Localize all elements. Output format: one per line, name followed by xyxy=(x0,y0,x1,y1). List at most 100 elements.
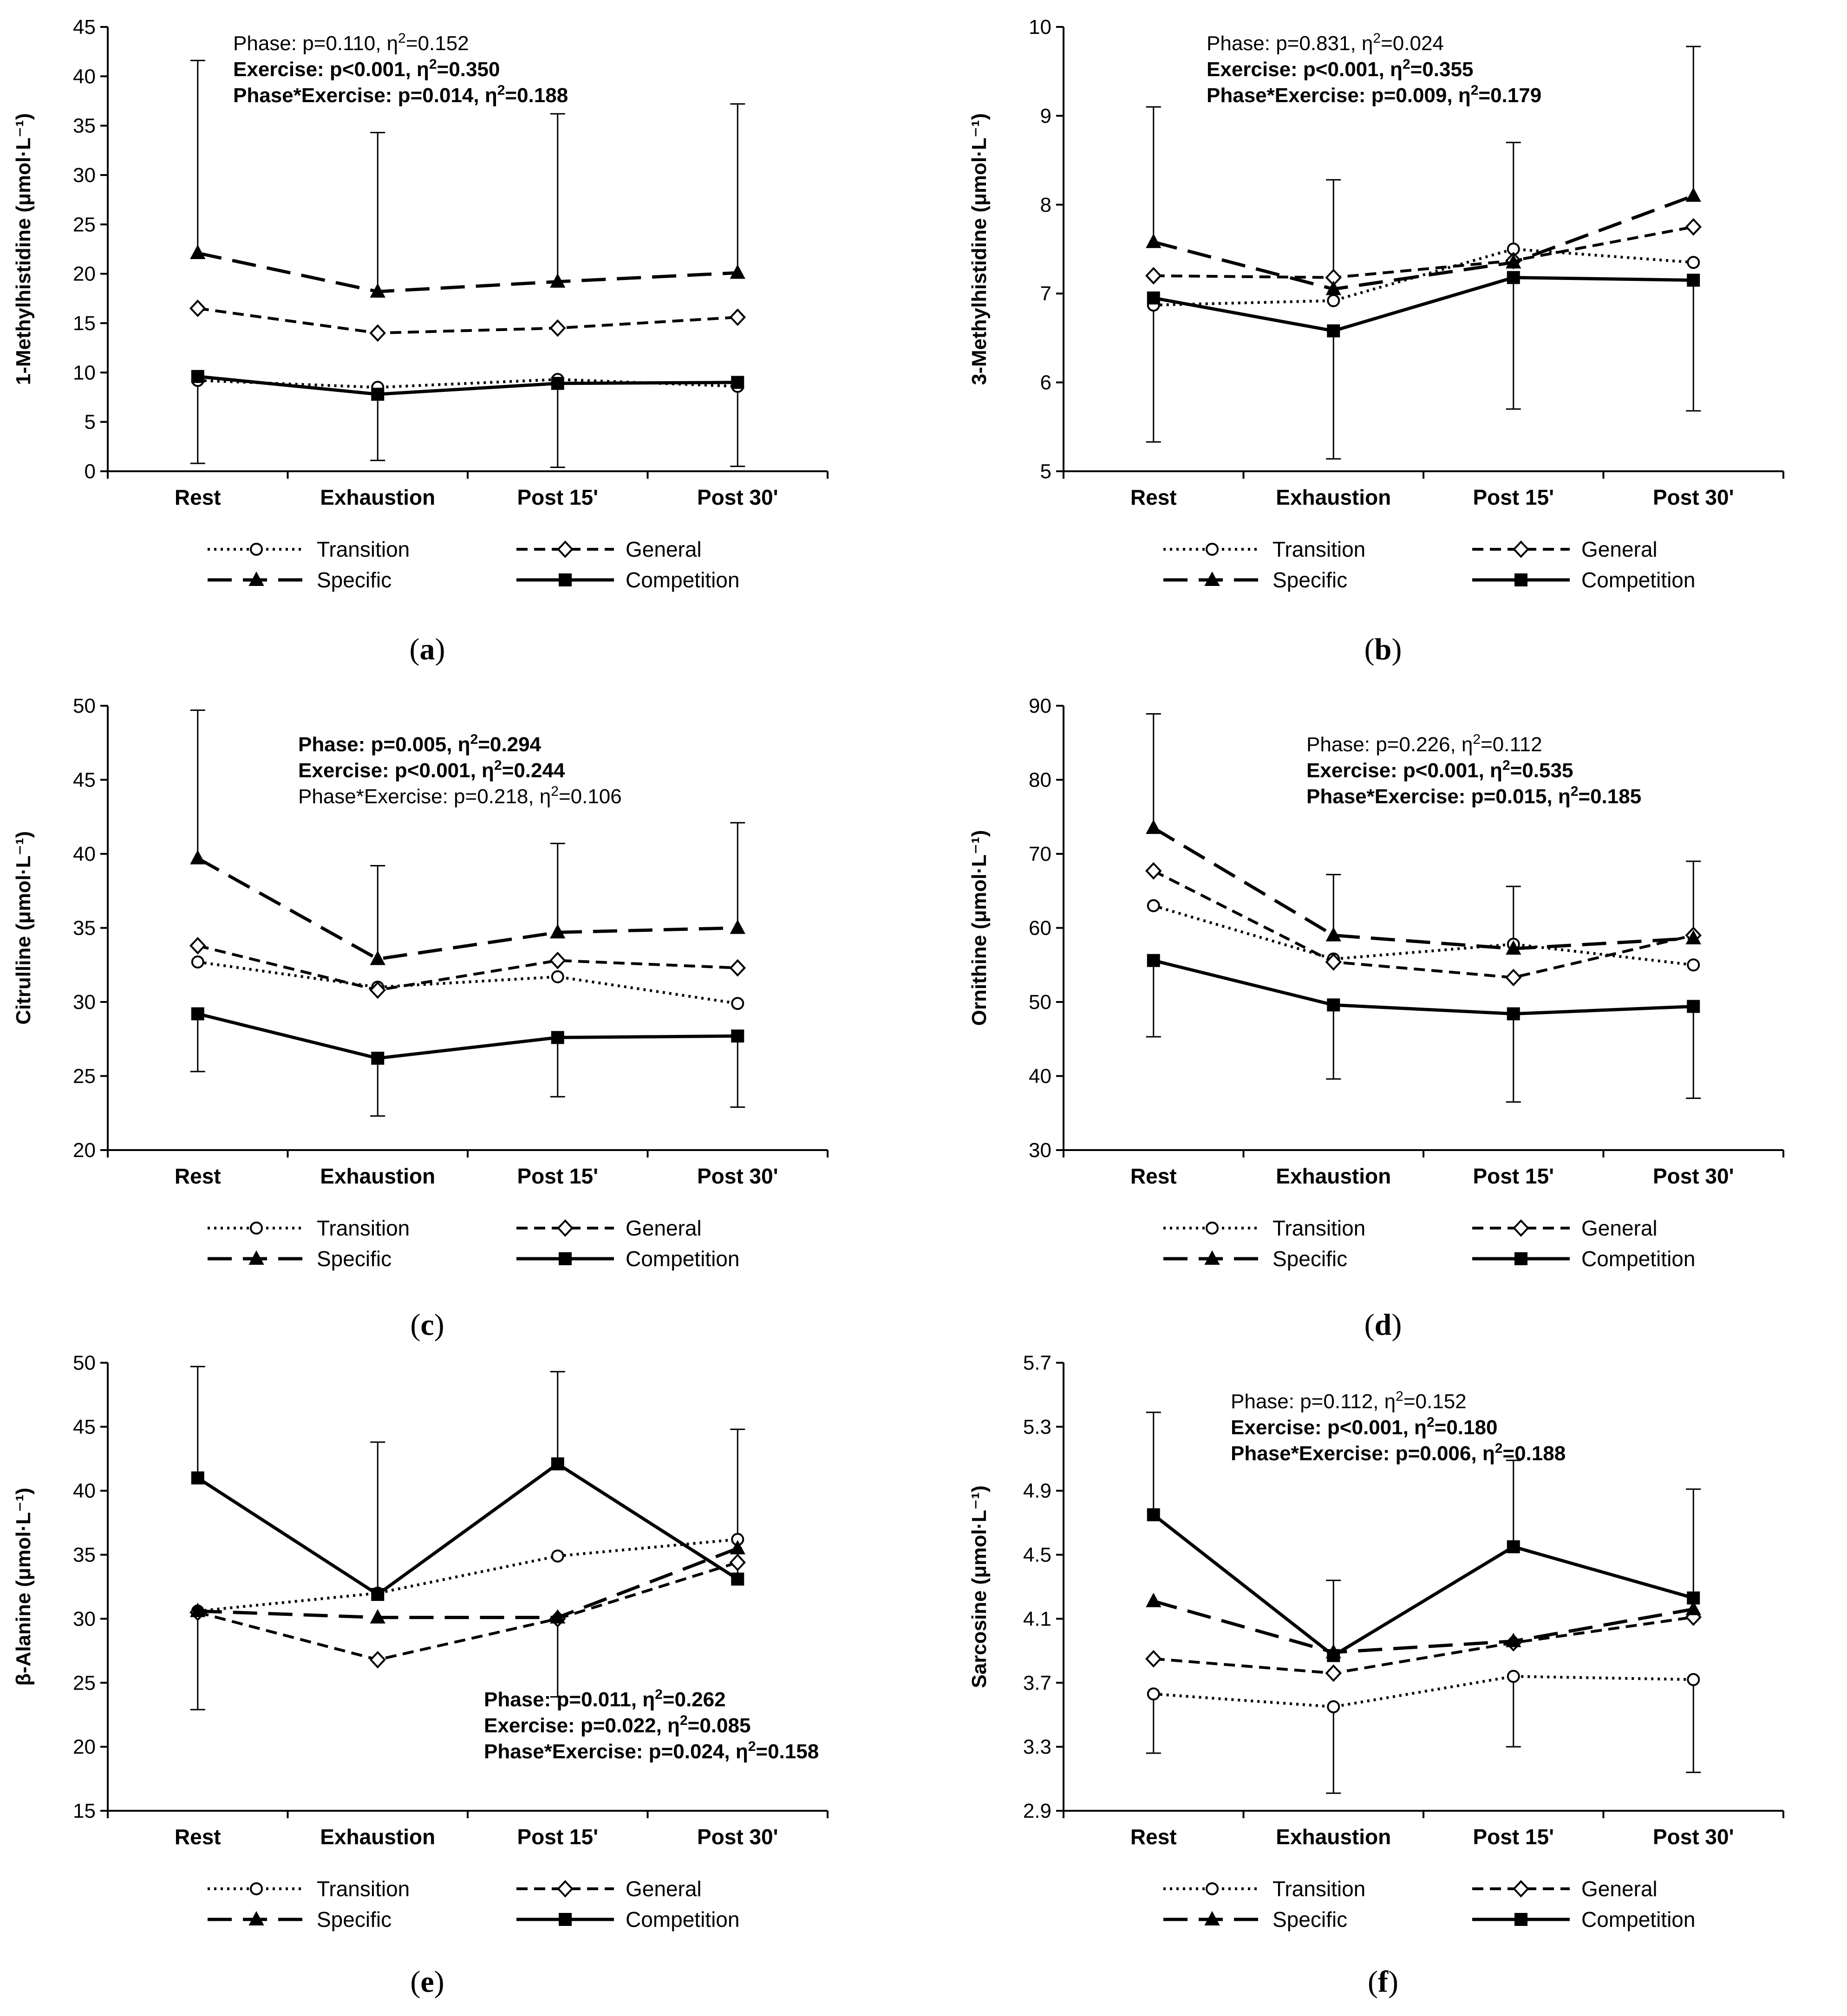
stats-superscript: 2 xyxy=(1571,784,1579,799)
y-tick-label: 0 xyxy=(85,460,96,483)
y-tick-label: 30 xyxy=(1029,1139,1051,1162)
data-point-competition xyxy=(1507,271,1520,284)
legend-marker-transition xyxy=(1206,1882,1219,1895)
stats-value: =0.188 xyxy=(505,84,568,107)
y-tick-label: 7 xyxy=(1040,282,1051,305)
stats-value: =0.024 xyxy=(1381,32,1444,55)
y-tick-label: 3.7 xyxy=(1023,1671,1051,1694)
stats-superscript: 2 xyxy=(680,1713,688,1728)
legend-label-general: General xyxy=(1581,1216,1658,1240)
x-tick-label: Post 15' xyxy=(1473,1164,1554,1188)
stats-line: Phase: p=0.011, η2=0.262 xyxy=(484,1687,726,1711)
data-point-competition xyxy=(1507,1007,1520,1021)
x-tick-label: Post 30' xyxy=(697,485,778,509)
x-tick-label: Exhaustion xyxy=(1276,485,1391,509)
data-point-specific xyxy=(370,1609,385,1624)
data-point-general xyxy=(1145,1650,1162,1668)
legend-label-competition: Competition xyxy=(626,568,739,592)
y-axis-title: 1-Methylhistidine (μmol·L⁻¹) xyxy=(12,113,35,385)
data-point-general xyxy=(1505,969,1522,987)
x-tick-label: Post 30' xyxy=(1653,1164,1734,1188)
y-tick-label: 60 xyxy=(1029,917,1051,940)
y-tick-label: 90 xyxy=(1029,695,1051,717)
data-point-specific xyxy=(730,264,745,279)
series-line-general xyxy=(1153,1616,1694,1675)
data-point-transition xyxy=(1327,1700,1340,1713)
y-tick-label: 45 xyxy=(73,16,96,39)
chart-panel-a: 0 5 10 15 20 25 30 35 40 45 Rest Exhaustion Post 15'… xyxy=(12,16,829,666)
y-tick-label: 30 xyxy=(73,1607,96,1630)
data-point-transition xyxy=(551,1549,564,1563)
panel-label-letter: b xyxy=(1375,632,1392,666)
data-point-competition xyxy=(551,1457,564,1470)
y-axis-title: β-Alanine (μmol·L⁻¹) xyxy=(12,1488,35,1686)
legend-marker-general xyxy=(1513,1880,1529,1898)
stats-value: =0.185 xyxy=(1578,785,1641,808)
legend-label-transition: Transition xyxy=(1273,1877,1365,1901)
data-point-general xyxy=(369,324,386,342)
series-line-specific xyxy=(197,251,738,293)
legend-marker-competition xyxy=(1514,1252,1527,1265)
panel-label-paren: ) xyxy=(1391,632,1402,666)
data-point-competition xyxy=(1147,291,1160,305)
panel-label: (c) xyxy=(410,1308,444,1342)
data-point-competition xyxy=(731,1029,744,1043)
y-tick-label: 80 xyxy=(1029,769,1051,792)
data-point-competition xyxy=(191,1007,204,1021)
legend-label-transition: Transition xyxy=(317,1877,410,1901)
legend-label-competition: Competition xyxy=(626,1247,739,1271)
stats-line: Phase: p=0.110, η2=0.152 xyxy=(233,31,469,55)
stats-text: Exercise: p<0.001, η xyxy=(1207,58,1403,81)
y-axis-title: Sarcosine (μmol·L⁻¹) xyxy=(968,1485,991,1688)
stats-value: =0.112 xyxy=(1481,733,1542,756)
stats-line: Exercise: p=0.022, η2=0.085 xyxy=(484,1713,751,1737)
y-tick-label: 20 xyxy=(73,1139,96,1162)
y-tick-label: 40 xyxy=(1029,1065,1051,1088)
data-point-specific xyxy=(550,273,566,288)
y-tick-label: 4.5 xyxy=(1023,1544,1051,1567)
legend-marker-specific xyxy=(248,571,264,586)
data-point-specific xyxy=(1325,280,1341,295)
legend-marker-specific xyxy=(248,1250,264,1265)
stats-line: Exercise: p<0.001, η2=0.350 xyxy=(233,57,500,81)
y-tick-label: 4.1 xyxy=(1023,1607,1051,1630)
chart-panel-b: 5 6 7 8 9 10 Rest Exhaustion Post 15' Post 30' 3-M… xyxy=(968,16,1784,666)
x-tick-label: Rest xyxy=(1130,1825,1177,1849)
data-point-competition xyxy=(551,1031,564,1044)
legend-marker-competition xyxy=(559,1252,572,1265)
data-point-specific xyxy=(190,850,206,865)
legend-marker-competition xyxy=(1514,573,1527,586)
stats-text: Phase: p=0.005, η xyxy=(298,733,470,756)
y-tick-label: 40 xyxy=(73,65,96,88)
panel-label-letter: c xyxy=(420,1308,434,1342)
x-tick-label: Post 15' xyxy=(517,1164,598,1188)
series-line-specific xyxy=(1153,194,1694,291)
series-line-specific xyxy=(197,857,738,961)
panel-label-paren: ( xyxy=(1364,632,1375,666)
y-tick-label: 45 xyxy=(73,1416,96,1438)
panel-label-paren: ) xyxy=(434,1308,444,1342)
data-point-general xyxy=(729,1554,746,1572)
stats-value: =0.158 xyxy=(756,1740,819,1763)
legend-label-general: General xyxy=(626,537,702,561)
legend-marker-transition xyxy=(250,543,263,556)
data-point-specific xyxy=(550,1609,566,1624)
stats-text: Phase*Exercise: p=0.015, η xyxy=(1306,785,1571,808)
y-tick-label: 10 xyxy=(1029,16,1051,39)
series-line-general xyxy=(197,1561,738,1661)
data-point-general xyxy=(369,1651,386,1669)
y-tick-label: 5 xyxy=(1040,460,1051,483)
data-point-general xyxy=(369,981,386,999)
stats-superscript: 2 xyxy=(655,1687,663,1702)
series-line-transition xyxy=(197,960,738,1005)
stats-line: Phase*Exercise: p=0.014, η2=0.188 xyxy=(233,83,568,107)
legend-label-general: General xyxy=(626,1877,702,1901)
legend-marker-competition xyxy=(1514,1913,1527,1926)
legend-label-specific: Specific xyxy=(317,1247,392,1271)
series-line-competition xyxy=(1153,276,1694,333)
y-tick-label: 15 xyxy=(73,1800,96,1822)
stats-value: =0.535 xyxy=(1510,759,1573,782)
data-point-general xyxy=(189,936,206,955)
y-tick-label: 5.7 xyxy=(1023,1352,1051,1374)
legend-marker-specific xyxy=(1204,1911,1220,1925)
